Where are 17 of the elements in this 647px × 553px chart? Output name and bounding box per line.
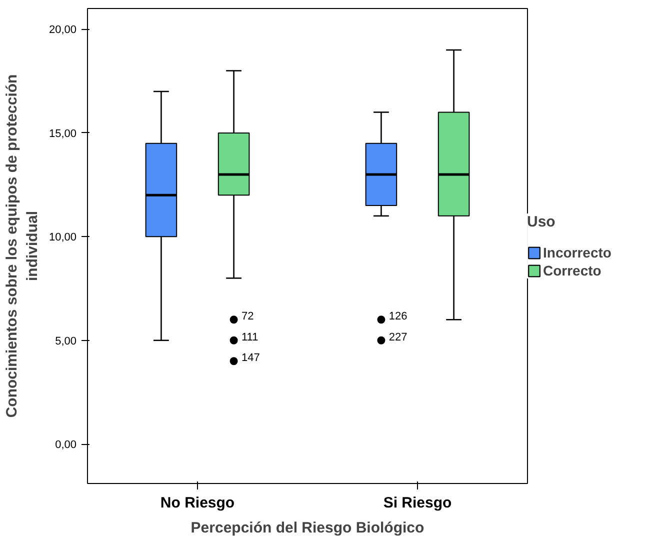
y-tick-label: 0,00 bbox=[55, 439, 77, 452]
y-tick-label: 15,00 bbox=[48, 128, 77, 140]
legend-label: Correcto bbox=[543, 262, 602, 278]
annotation: 126 bbox=[388, 310, 408, 323]
annotation: 227 bbox=[388, 331, 408, 344]
annotation: 111 bbox=[242, 331, 258, 344]
y-axis-title: Conocimientos sobre los equipos de protección individual bbox=[4, 74, 41, 418]
x-tick-label: Si Riesgo bbox=[383, 494, 452, 512]
annotation: 147 bbox=[242, 352, 260, 364]
y-tick-label: 20,00 bbox=[48, 24, 77, 36]
annotation: 72 bbox=[242, 310, 254, 323]
y-tick-label: 5,00 bbox=[55, 335, 77, 348]
y-tick-label: 10,00 bbox=[48, 232, 77, 244]
x-axis-title: Percepción del Riesgo Biológico bbox=[190, 520, 424, 536]
x-tick-label: No Riesgo bbox=[160, 494, 235, 512]
legend-label: Incorrecto bbox=[543, 244, 612, 260]
legend-title: Uso bbox=[527, 213, 556, 230]
